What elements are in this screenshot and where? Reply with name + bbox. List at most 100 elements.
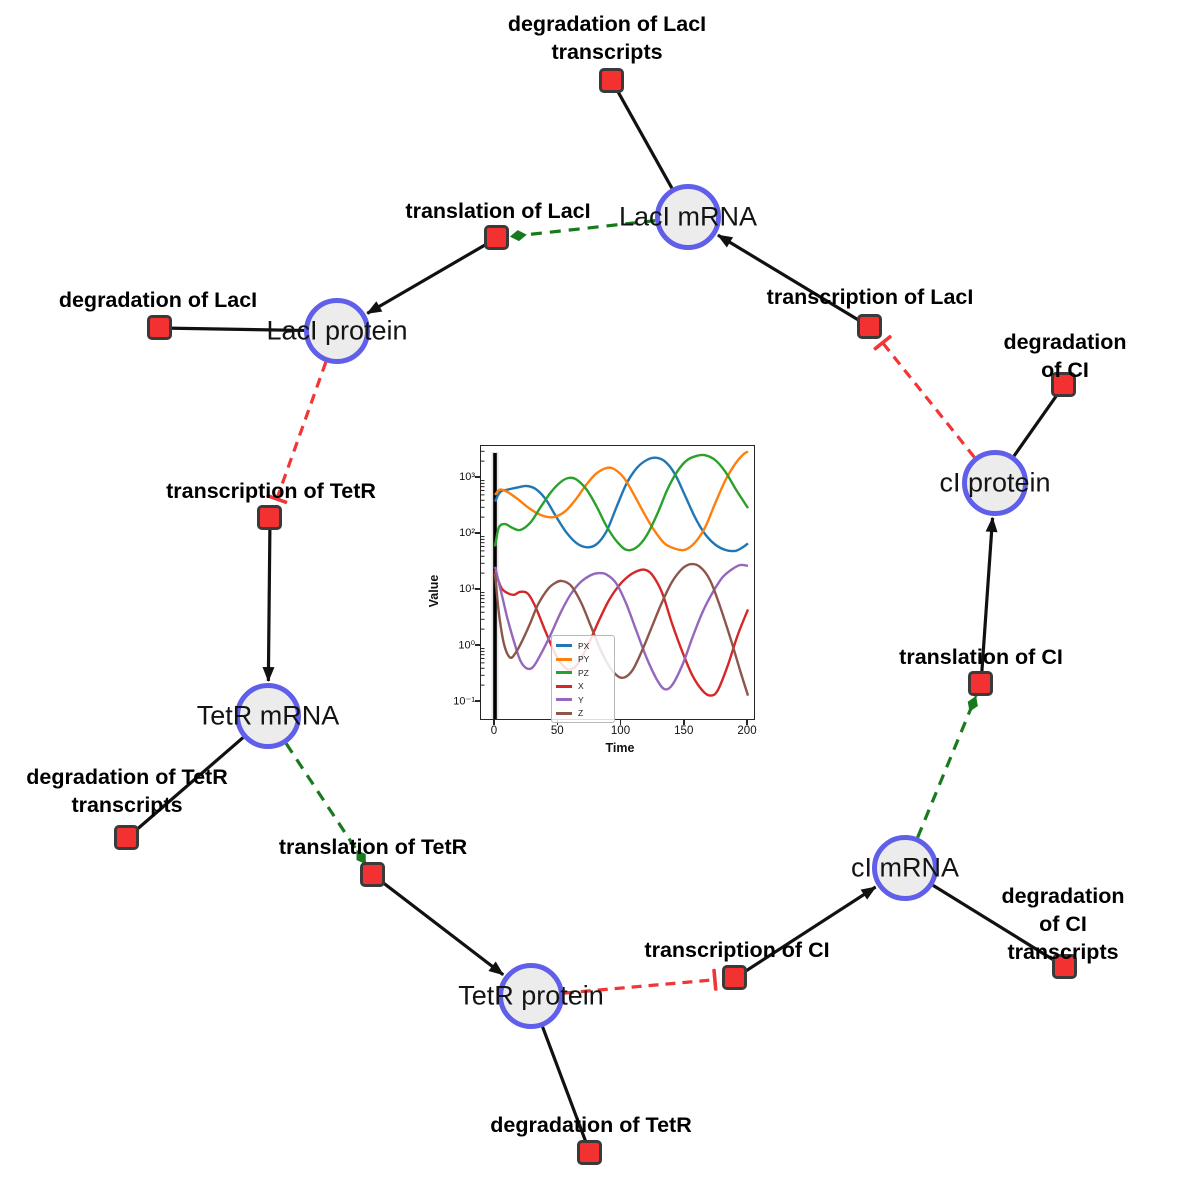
legend-swatch-PZ: [556, 671, 572, 675]
y-tick-mark: [475, 588, 480, 590]
legend-label-PX: PX: [578, 640, 590, 651]
reaction-label-deg_tetr: degradation of TetR: [490, 1113, 692, 1138]
reaction-node-deg_ci_tx: [1052, 954, 1077, 979]
species-node-tetr_protein: [498, 963, 564, 1029]
species-node-ci_protein: [962, 450, 1028, 516]
species-node-tetr_mrna: [235, 683, 301, 749]
legend-swatch-X: [556, 684, 572, 688]
reaction-node-deg_tetr: [577, 1140, 602, 1165]
x-tick-mark: [683, 719, 685, 725]
x-tick-mark: [746, 719, 748, 725]
edge-transc_ci-ci_mrna: [734, 885, 877, 980]
edge-transl_tetr-tetr_protein: [372, 873, 505, 976]
species-label-laci_mrna: LacI mRNA: [618, 201, 758, 232]
x-tick-label-0: 0: [490, 725, 498, 737]
reaction-node-transl_ci: [968, 671, 993, 696]
species-node-laci_mrna: [655, 184, 721, 250]
series-PY: [494, 450, 749, 552]
legend-item-PX: PX: [556, 639, 610, 653]
reaction-label-transc_laci: transcription of LacI: [766, 285, 974, 310]
reaction-label-deg_tetr_tx: degradation of TetR transcripts: [26, 765, 228, 817]
edge-transc_laci-laci_mrna: [717, 233, 871, 329]
species-label-laci_protein: LacI protein: [266, 315, 408, 346]
reaction-node-transl_laci: [484, 225, 509, 250]
legend-label-Z: Z: [578, 708, 584, 719]
y-tick-label: 10⁻¹: [453, 695, 475, 708]
edge-transc_tetr-tetr_mrna: [262, 517, 275, 683]
y-tick-label: 10²: [459, 527, 475, 539]
x-tick-label-200: 200: [737, 725, 757, 737]
reaction-label-deg_laci: degradation of LacI: [58, 288, 258, 313]
edge-tetr_mrna-transl_tetr: [284, 742, 368, 866]
x-axis-label: Time: [605, 741, 635, 755]
edge-laci_mrna-deg_laci_tx: [610, 80, 674, 189]
reaction-node-deg_laci: [147, 315, 172, 340]
y-tick-mark: [475, 644, 480, 646]
x-tick-label-150: 150: [674, 725, 694, 737]
legend-item-Y: Y: [556, 693, 610, 707]
edge-ci_mrna-deg_ci_tx: [932, 884, 1066, 969]
y-tick-mark: [475, 700, 480, 702]
reaction-label-transc_tetr: transcription of TetR: [166, 479, 376, 504]
legend-item-PZ: PZ: [556, 666, 610, 680]
edge-laci_mrna-transl_laci: [509, 219, 656, 242]
x-tick-label-100: 100: [610, 725, 631, 737]
legend-label-Y: Y: [578, 694, 584, 705]
legend-label-PY: PY: [578, 654, 590, 665]
species-label-tetr_mrna: TetR mRNA: [196, 700, 340, 731]
chart-plot-area: PX PY PZ X Y Z: [480, 445, 755, 723]
reaction-label-deg_ci_tx: degradation of CI transcripts: [1001, 884, 1125, 964]
y-tick-label: 10⁰: [458, 639, 475, 652]
reaction-node-transc_ci: [722, 965, 747, 990]
edge-transl_laci-laci_protein: [366, 236, 498, 315]
reaction-node-deg_laci_tx: [599, 68, 624, 93]
y-tick-label: 10³: [459, 471, 475, 483]
x-tick-label-50: 50: [550, 725, 564, 737]
legend-swatch-Z: [556, 711, 572, 715]
legend-item-PY: PY: [556, 653, 610, 667]
reaction-label-deg_ci: degradation of CI: [1003, 330, 1127, 382]
reaction-node-deg_ci: [1051, 372, 1076, 397]
series-X: [493, 568, 750, 697]
species-label-ci_mrna: cI mRNA: [851, 852, 959, 883]
edge-transl_ci-ci_protein: [979, 516, 998, 685]
legend-swatch-PX: [556, 644, 572, 648]
reaction-label-transl_ci: translation of CI: [899, 645, 1063, 670]
legend-label-PZ: PZ: [578, 667, 589, 678]
edge-tetr_protein-deg_tetr: [541, 1026, 592, 1154]
species-node-ci_mrna: [872, 835, 938, 901]
edge-ci_protein-transc_laci: [873, 335, 976, 459]
legend-label-X: X: [578, 681, 584, 692]
edge-laci_protein-deg_laci: [159, 326, 305, 333]
chart-inset: Value Time 0 50 100 150 200 10³ 10² 10¹ 10⁰ 10⁻¹ …: [425, 438, 773, 768]
reaction-label-transc_ci: transcription of CI: [644, 938, 830, 963]
reaction-label-transl_tetr: translation of TetR: [278, 835, 468, 860]
species-node-laci_protein: [304, 298, 370, 364]
edge-tetr_protein-transc_ci: [563, 968, 718, 995]
x-tick-mark: [493, 719, 495, 725]
reaction-node-deg_tetr_tx: [114, 825, 139, 850]
chart-legend: PX PY PZ X Y Z: [551, 635, 615, 723]
legend-item-X: X: [556, 680, 610, 694]
edge-laci_protein-transc_tetr: [266, 361, 328, 504]
series-PX: [493, 456, 749, 553]
species-label-ci_protein: cI protein: [939, 467, 1051, 498]
reaction-node-transc_laci: [857, 314, 882, 339]
reaction-label-transl_laci: translation of LacI: [405, 199, 591, 224]
x-tick-mark: [619, 719, 622, 725]
series-Y: [493, 563, 749, 691]
species-label-tetr_protein: TetR protein: [458, 980, 604, 1011]
legend-swatch-PY: [556, 657, 572, 661]
legend-swatch-Y: [556, 698, 572, 702]
y-tick-mark: [475, 532, 480, 534]
y-tick-label: 10¹: [459, 583, 475, 595]
reaction-label-deg_laci_tx: degradation of LacI transcripts: [507, 12, 707, 64]
series-PZ: [493, 453, 750, 552]
edge-ci_mrna-transl_ci: [916, 695, 978, 839]
edge-tetr_mrna-deg_tetr_tx: [125, 736, 245, 840]
reaction-node-transl_tetr: [360, 862, 385, 887]
y-tick-mark: [475, 476, 480, 478]
legend-item-Z: Z: [556, 707, 610, 721]
